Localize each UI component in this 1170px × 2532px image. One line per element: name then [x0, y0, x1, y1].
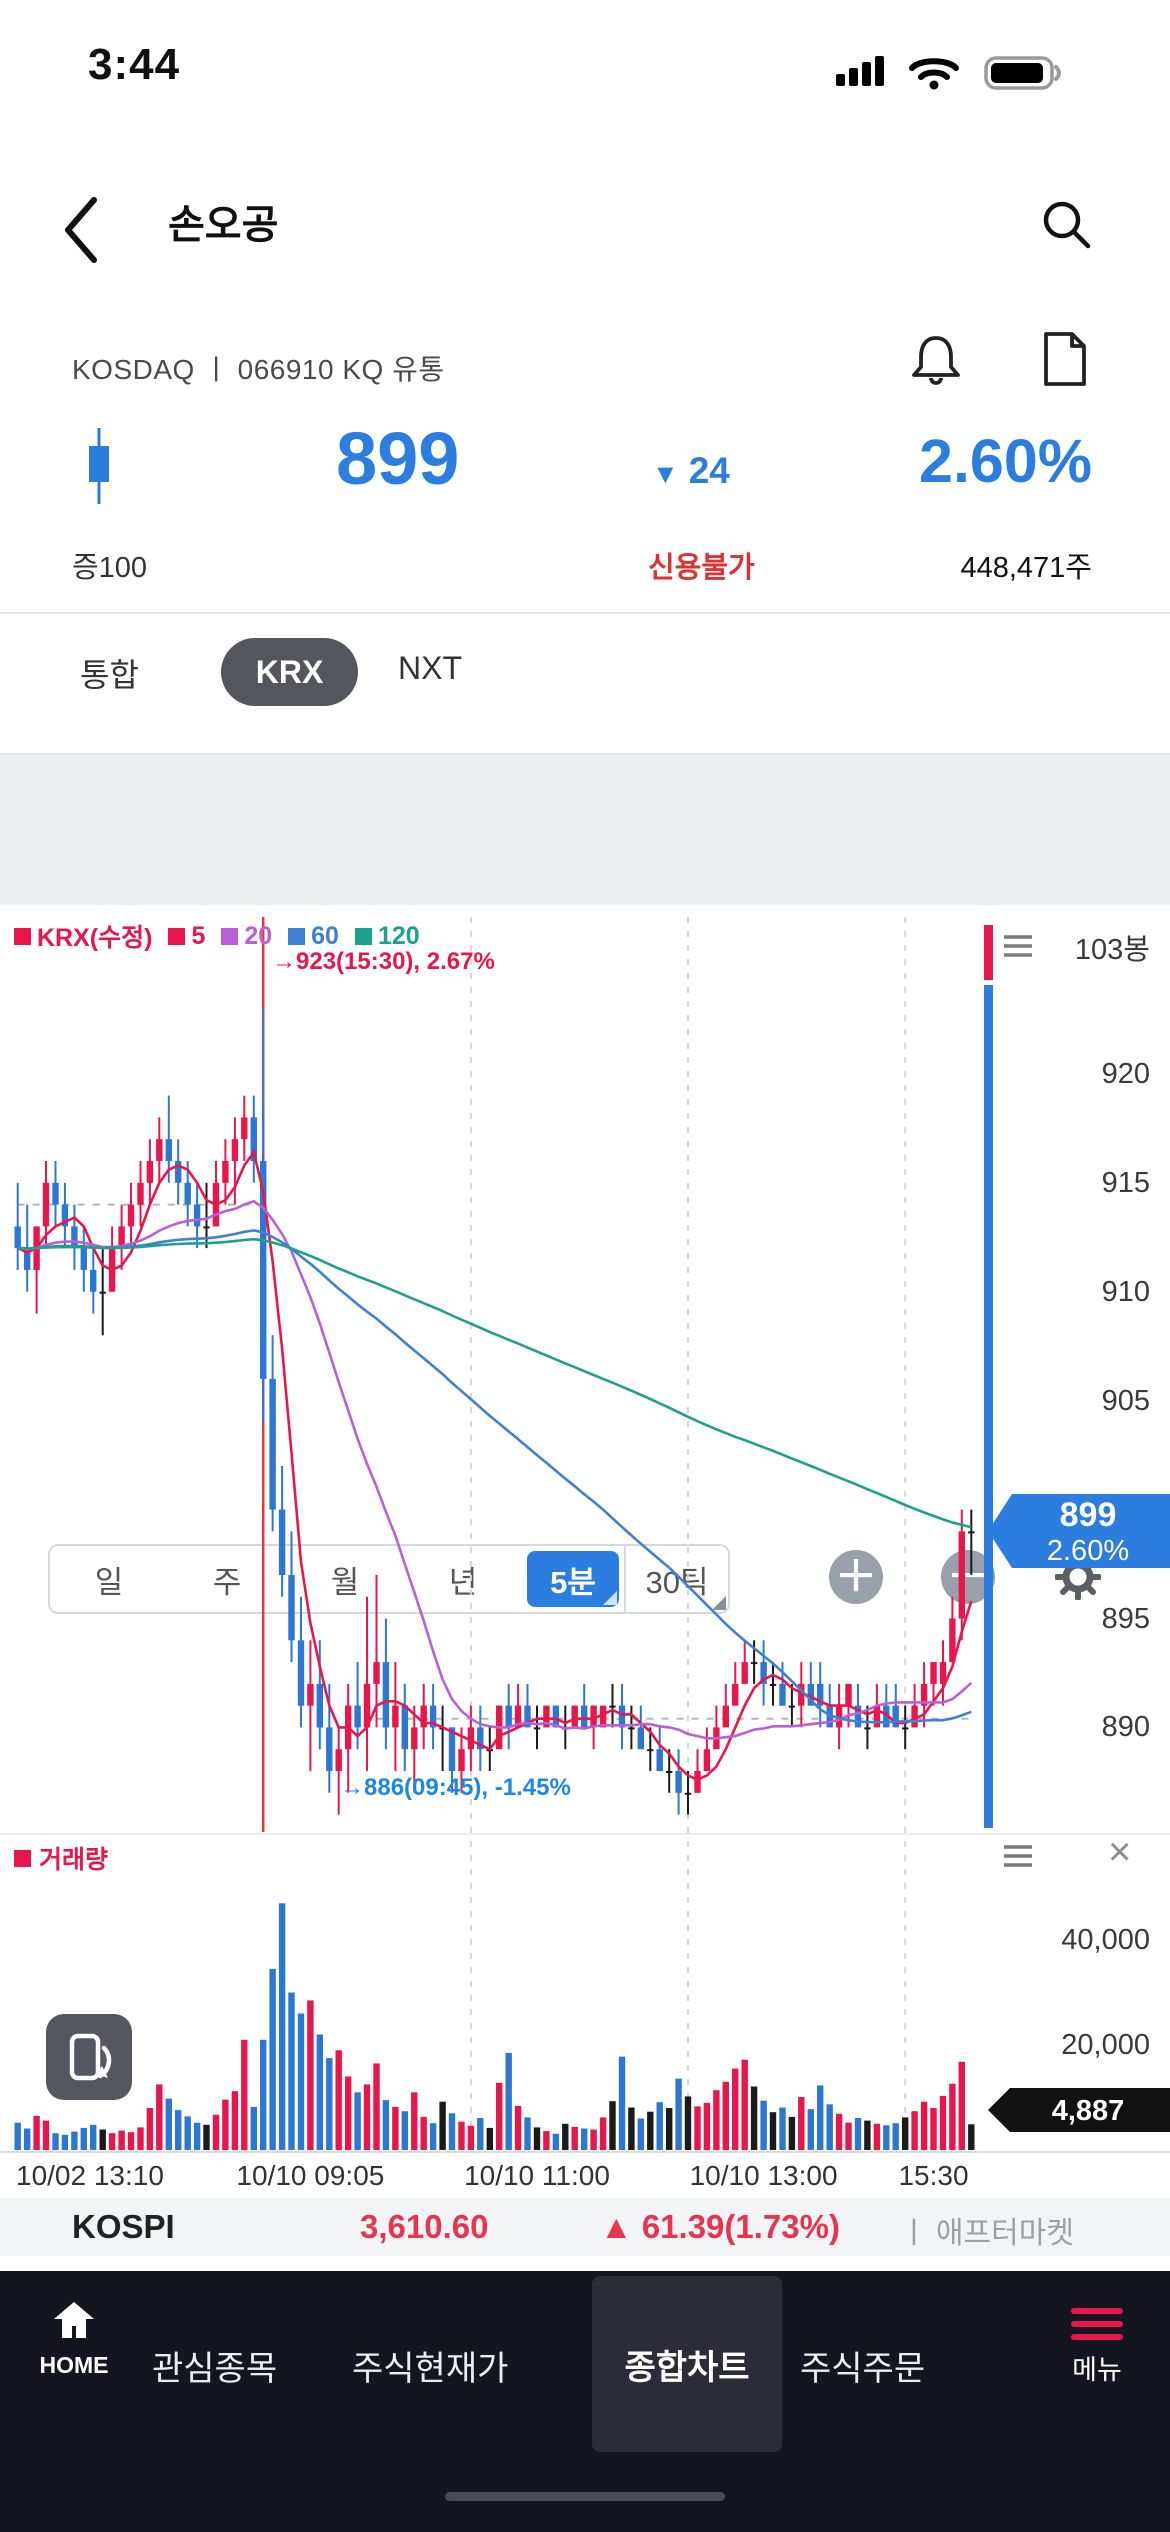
range-indicator-red	[984, 925, 993, 980]
kospi-label: KOSPI	[72, 2208, 175, 2245]
page-title: 손오공	[168, 203, 279, 247]
x-axis-labels: 10/02 13:10 10/10 09:05 10/10 11:00 10/10 1…	[0, 2156, 1170, 2198]
alarm-bell-icon[interactable]	[908, 330, 964, 395]
timeframe-day[interactable]: 일	[94, 1564, 124, 1600]
price-change: ▼ 24	[652, 450, 730, 491]
legend-text: 60	[311, 921, 339, 950]
credit-label: 신용불가	[648, 552, 755, 584]
legend-swatch	[221, 927, 239, 945]
moving-average-lines	[17, 1149, 973, 1782]
legend-text: 120	[377, 921, 420, 950]
price-tick-label: 890	[1101, 1711, 1150, 1744]
traded-volume-label: 448,471주	[960, 552, 1092, 584]
legend-swatch	[354, 927, 372, 945]
legend-swatch	[14, 1849, 31, 1867]
signal-icon	[836, 52, 888, 97]
low-annotation: →886(09:45), -1.45%	[340, 1774, 571, 1801]
legend-text: 5	[191, 921, 206, 950]
volume-panel-menu-icon[interactable]	[1004, 1844, 1034, 1873]
x-tick-label: 10/02 13:10	[16, 2160, 164, 2191]
price-tick-label: 905	[1101, 1384, 1150, 1417]
legend-swatch	[288, 927, 306, 945]
home-indicator	[445, 2492, 725, 2501]
legend-text: KRX(수정)	[37, 924, 153, 952]
timeframe-week[interactable]: 주	[212, 1564, 242, 1600]
memo-document-icon[interactable]	[1036, 328, 1092, 395]
nav-watchlist[interactable]: 관심종목	[152, 2350, 278, 2388]
volume-tick-label: 40,000	[1061, 1924, 1150, 1956]
timeframe-month[interactable]: 월	[330, 1564, 360, 1600]
down-triangle-icon: ▼	[652, 459, 679, 489]
price-tick-label: 895	[1101, 1602, 1150, 1635]
home-icon	[54, 2302, 94, 2338]
volume-legend: 거래량	[14, 1840, 108, 1876]
svg-text:899: 899	[1060, 1496, 1117, 1534]
nav-current-price[interactable]: 주식현재가	[352, 2350, 509, 2388]
price-panel-menu-icon[interactable]	[1004, 934, 1034, 963]
nav-chart-selected[interactable]: 종합차트	[592, 2276, 782, 2452]
zoom-in-button[interactable]: ＋	[829, 1550, 883, 1604]
timeframe-year[interactable]: 년	[448, 1564, 478, 1600]
mini-candle-icon	[84, 426, 114, 511]
legend-swatch	[14, 927, 31, 945]
grid-lines	[17, 917, 972, 2150]
bottom-nav: HOME 관심종목 주식현재가 종합차트 주식주문 메뉴	[0, 2271, 1170, 2532]
x-tick-label: 10/10 11:00	[464, 2160, 610, 2191]
nav-order[interactable]: 주식주문	[800, 2350, 926, 2388]
nav-menu[interactable]: 메뉴	[1044, 2301, 1150, 2387]
volume-tick-label: 20,000	[1061, 2029, 1150, 2061]
candles	[14, 1008, 975, 1815]
wifi-icon	[906, 52, 962, 97]
x-tick-label: 15:30	[898, 2160, 969, 2191]
tab-nxt[interactable]: NXT	[398, 650, 462, 686]
timeframe-5min-selected[interactable]: 5분	[527, 1551, 619, 1607]
timeframe-group: 일 주 월 년 5분 30틱	[48, 1544, 730, 1614]
legend-symbol: KRX(수정)	[14, 918, 152, 954]
svg-text:2.60%: 2.60%	[1047, 1535, 1129, 1567]
margin-label: 증100	[72, 552, 148, 584]
legend-ma-20: 20	[221, 922, 272, 951]
legend-ma-120: 120	[354, 921, 420, 951]
battery-icon	[984, 54, 1076, 99]
price-tick-label: 915	[1101, 1166, 1150, 1199]
rotate-screen-button[interactable]	[46, 2014, 132, 2100]
timeframe-30tick[interactable]: 30틱	[624, 1546, 728, 1612]
menu-hamburger-icon	[1044, 2308, 1150, 2340]
status-time: 3:44	[88, 40, 181, 89]
divider	[0, 612, 1170, 614]
legend-ma-5: 5	[168, 922, 205, 951]
range-indicator-blue	[984, 985, 993, 1828]
high-annotation: →923(15:30), 2.67%	[272, 948, 495, 975]
timeframe-toolbar: 일 주 월 년 5분 30틱 ＋ －	[0, 755, 1170, 1614]
search-icon[interactable]	[1038, 196, 1098, 261]
nav-home[interactable]: HOME	[22, 2299, 126, 2379]
change-percent: 2.60%	[919, 427, 1092, 495]
kospi-value: 3,610.60	[360, 2208, 489, 2245]
svg-text:4,887: 4,887	[1052, 2095, 1125, 2127]
close-volume-icon[interactable]: ×	[1108, 1830, 1132, 1874]
bar-count-label: 103봉	[1074, 934, 1150, 966]
legend-swatch	[168, 927, 186, 945]
legend-text: 20	[244, 921, 273, 950]
market-code-line: KOSDAQ ㅣ 066910 KQ 유통	[72, 354, 445, 385]
x-tick-label: 10/10 13:00	[689, 2160, 838, 2191]
tab-krx[interactable]: KRX	[221, 638, 358, 706]
kospi-ticker-bar[interactable]: KOSPI 3,610.60 ▲ 61.39(1.73%) ㅣ 애프터마켓	[0, 2198, 1170, 2256]
tab-unified[interactable]: 통합	[80, 657, 139, 693]
price-tick-label: 910	[1101, 1275, 1150, 1308]
last-volume-flag: 4,887	[988, 2088, 1170, 2132]
current-price: 899	[336, 417, 460, 500]
chart-legend: KRX(수정) 5 20 60 120	[14, 920, 420, 952]
divider	[0, 753, 1170, 755]
after-market-label: ㅣ 애프터마켓	[900, 2217, 1074, 2250]
x-tick-label: 10/10 09:05	[236, 2160, 385, 2191]
legend-ma-60: 60	[288, 922, 339, 951]
price-tick-label: 920	[1101, 1057, 1150, 1090]
back-button[interactable]	[62, 194, 104, 271]
kospi-change: ▲ 61.39(1.73%)	[600, 2208, 840, 2245]
volume-bars	[14, 1903, 975, 2151]
